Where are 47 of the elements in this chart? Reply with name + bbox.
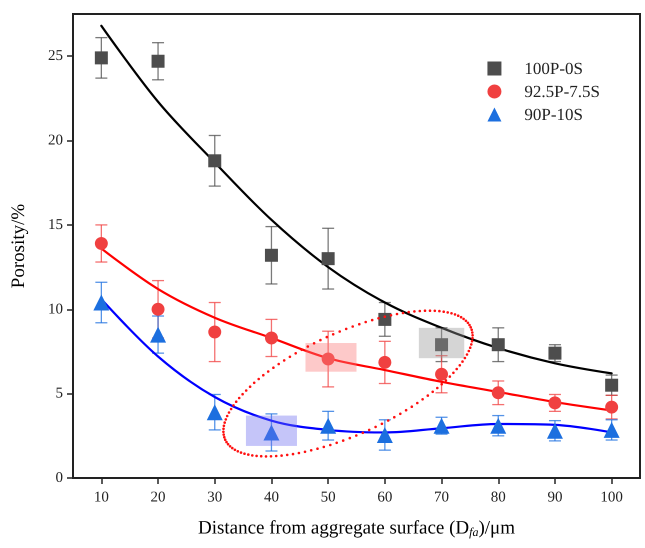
point [490,418,506,434]
point [208,326,222,339]
point [264,331,278,344]
y-tick-label: 5 [56,386,63,402]
point [206,404,223,420]
x-tick-label: 40 [264,490,279,506]
x-tick-label: 30 [207,490,222,506]
point [435,368,448,381]
legend-label: 90P-10S [524,105,584,124]
line-series [100,24,613,374]
point [94,236,108,250]
point [604,422,620,438]
point [605,400,618,414]
point [492,338,505,352]
x-tick-label: 10 [94,490,109,506]
point [492,386,505,400]
point [152,302,165,316]
point [150,326,166,343]
y-tick-label: 0 [56,470,63,486]
x-tick-label: 90 [547,490,562,506]
x-tick-label: 80 [490,490,506,506]
y-tick-label: 10 [48,301,63,318]
x-tick-label: 60 [377,490,392,506]
x-tick-label: 70 [434,490,450,506]
y-tick-label: 25 [48,48,63,64]
point [93,294,110,311]
legend-label: 92.5P-7.5S [524,82,600,101]
legend-label: 100P-0S [524,59,584,78]
point [152,54,165,68]
point [378,356,392,369]
point [605,378,618,392]
point [264,248,278,262]
point [376,426,393,443]
point [322,252,335,266]
point [320,418,336,434]
point [548,346,562,360]
point [208,154,222,168]
y-tick-label: 15 [48,216,63,233]
y-tick-label: 20 [48,132,63,149]
point [546,422,563,439]
point [94,51,108,64]
point [548,396,562,410]
x-tick-label: 20 [150,490,166,506]
y-axis-title: Porosity/% [8,204,29,288]
x-tick-label: 50 [320,490,336,506]
x-tick-label: 100 [600,490,623,506]
point [378,312,392,326]
